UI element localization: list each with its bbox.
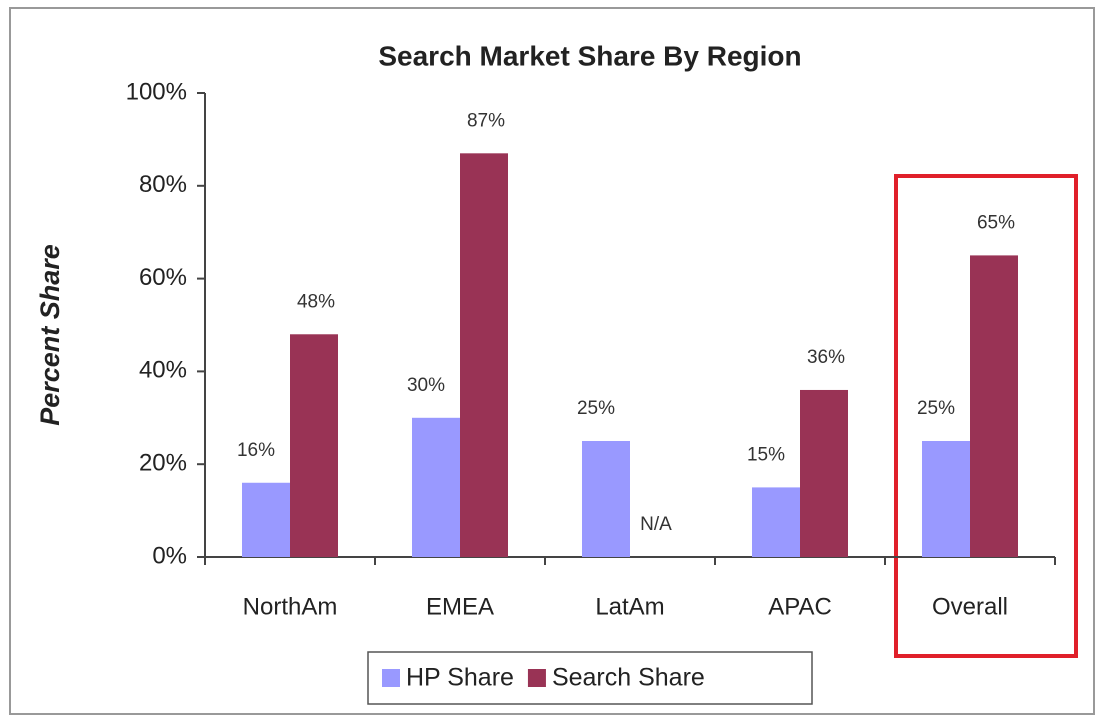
value-label: 15% (747, 444, 785, 465)
x-tick-label: Overall (932, 593, 1008, 620)
y-tick-label: 100% (126, 78, 187, 105)
legend-swatch (527, 669, 546, 687)
value-label: 36% (807, 347, 845, 368)
legend-label: HP Share (406, 664, 514, 692)
bar (290, 334, 338, 557)
bar (922, 441, 970, 557)
value-label: 48% (297, 291, 335, 312)
y-tick-label: 20% (139, 450, 187, 477)
x-tick-label: APAC (768, 593, 832, 620)
value-label: 16% (237, 440, 275, 461)
y-tick-label: 40% (139, 357, 187, 384)
bar (800, 389, 848, 557)
legend-swatch (382, 669, 400, 687)
value-label: N/A (640, 514, 672, 535)
legend-label: Search Share (552, 664, 705, 692)
bar (970, 255, 1018, 557)
y-axis-label: Percent Share (35, 244, 65, 426)
value-label: 65% (977, 212, 1015, 233)
bar (582, 441, 630, 557)
highlight-box (894, 174, 1078, 658)
value-label: 30% (407, 375, 445, 396)
x-tick-label: NorthAm (243, 593, 338, 620)
chart-title: Search Market Share By Region (378, 40, 801, 71)
bar (460, 153, 508, 557)
bar (242, 482, 290, 557)
x-tick-label: EMEA (426, 593, 494, 620)
y-tick-label: 0% (152, 542, 187, 569)
bar (412, 417, 460, 557)
y-tick-label: 60% (139, 264, 187, 291)
value-label: 25% (577, 398, 615, 419)
x-tick-label: LatAm (595, 593, 664, 620)
y-tick-label: 80% (139, 171, 187, 198)
legend (367, 651, 813, 705)
value-label: 25% (917, 398, 955, 419)
chart-border (9, 7, 1095, 715)
value-label: 87% (467, 110, 505, 131)
bar (752, 487, 800, 557)
